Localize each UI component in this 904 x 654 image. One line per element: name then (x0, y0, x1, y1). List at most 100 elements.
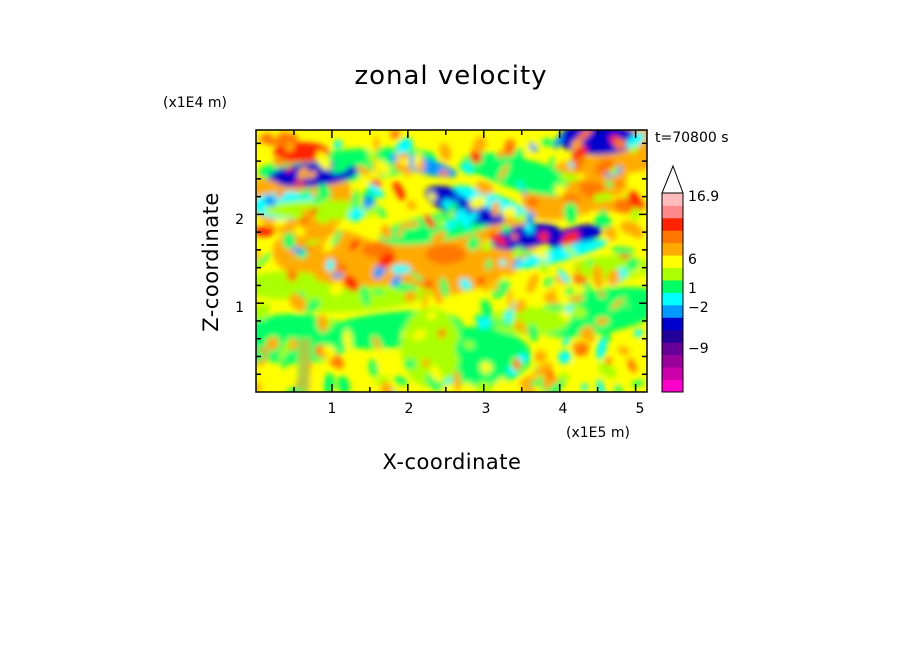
contour-field (256, 130, 647, 392)
contour-blob (524, 221, 534, 234)
contour-blob (455, 340, 465, 358)
contour-blob (513, 213, 528, 222)
contour-blob (501, 224, 511, 233)
contour-blob (481, 242, 494, 252)
contour-blob (316, 151, 331, 171)
contour-blob (578, 193, 593, 207)
contour-blob (512, 358, 521, 371)
contour-blob (392, 181, 406, 201)
contour-blob (360, 284, 370, 307)
colorbar-swatch (662, 317, 683, 331)
contour-blob (444, 377, 453, 386)
contour-blob (444, 221, 457, 230)
x-tick-label-4: 4 (559, 401, 568, 417)
contour-blob (279, 340, 291, 361)
contour-blob (319, 351, 328, 358)
contour-blob (343, 329, 352, 352)
contour-blob (558, 350, 572, 364)
contour-blob (480, 361, 493, 374)
contour-blob (289, 293, 307, 312)
contour-blob (571, 357, 584, 367)
colorbar-swatch (662, 367, 683, 380)
contour-blob (290, 246, 305, 255)
contour-streak (300, 338, 303, 392)
contour-blob (347, 295, 357, 309)
contour-blob (303, 299, 321, 313)
contour-blob (526, 273, 539, 294)
contour-blob (421, 277, 434, 290)
contour-blob (282, 232, 296, 252)
contour-blob (439, 277, 449, 298)
colorbar-swatch (662, 255, 683, 269)
contour-blob (393, 376, 409, 386)
contour-blob (423, 135, 436, 144)
contour-blob (604, 223, 617, 241)
contour-blob (285, 166, 293, 172)
contour-blob (274, 158, 297, 164)
contour-blob (488, 369, 500, 380)
contour-blob (357, 170, 380, 183)
contour-blob (409, 272, 425, 282)
contour-blob (631, 380, 644, 387)
x-unit-label: (x1E5 m) (566, 425, 630, 441)
contour-blob (597, 362, 618, 379)
x-tick-label-3: 3 (482, 401, 491, 417)
contour-blob (626, 257, 639, 272)
contour-blob (437, 328, 446, 339)
contour-blob (499, 259, 507, 267)
contour-blob (472, 136, 487, 154)
contour-blob (349, 239, 360, 251)
contour-blob (390, 275, 402, 287)
contour-blob (265, 336, 280, 351)
contour-blob (313, 269, 336, 283)
contour-blob (485, 259, 493, 270)
time-label: t=70800 s (655, 130, 729, 146)
contour-blob (627, 190, 642, 209)
contour-blob (429, 365, 442, 382)
contour-blob (620, 294, 636, 307)
contour-blob (280, 255, 291, 272)
contour-blob (373, 135, 380, 152)
contour-blob (595, 200, 616, 214)
contour-streak (306, 338, 309, 392)
contour-blob (511, 239, 609, 269)
contour-blob (303, 239, 321, 247)
contour-blob (423, 214, 436, 229)
contour-blob (527, 324, 539, 342)
contour-blob (526, 196, 539, 208)
contour-blob (571, 145, 587, 164)
contour-blob (428, 192, 437, 201)
colorbar-label-1: 1 (688, 281, 697, 297)
contour-blob (404, 358, 416, 370)
colorbar-label-16-9: 16.9 (688, 189, 719, 205)
contour-blob (351, 189, 359, 211)
contour-blob (566, 180, 581, 196)
contour-blob (377, 206, 386, 219)
contour-blob (626, 132, 645, 149)
contour-blob (331, 159, 352, 174)
contour-blob (482, 274, 492, 292)
contour-blob (331, 273, 344, 279)
contour-blob (559, 172, 579, 183)
contour-blob (344, 275, 359, 292)
contour-blob (273, 218, 287, 228)
contour-streak (308, 338, 310, 392)
contour-blob (431, 231, 447, 243)
contour-blob (297, 167, 309, 180)
contour-blob (517, 352, 529, 363)
contour-streak (299, 338, 301, 392)
contour-blob (629, 145, 638, 154)
contour-blob (393, 282, 417, 292)
contour-blob (400, 221, 420, 228)
contour-blob (390, 264, 411, 274)
contour-blob (426, 311, 437, 321)
contour-blob (396, 223, 405, 240)
contour-blob (466, 212, 479, 221)
contour-blob (463, 152, 580, 197)
x-axis-label: X-coordinate (383, 450, 522, 474)
contour-blob (612, 367, 623, 388)
x-tick-label-5: 5 (636, 401, 645, 417)
colorbar-label-minus-9: −9 (688, 341, 709, 357)
contour-blob (586, 335, 595, 343)
contour-blob (454, 208, 468, 223)
